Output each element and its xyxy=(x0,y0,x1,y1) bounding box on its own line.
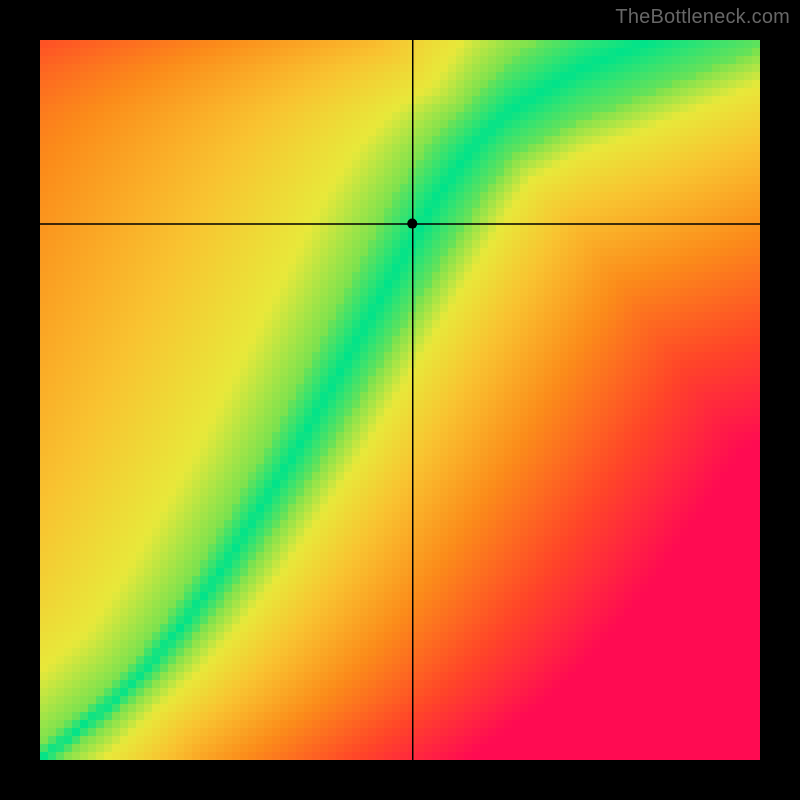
heatmap-canvas xyxy=(40,40,760,760)
chart-container: TheBottleneck.com xyxy=(0,0,800,800)
watermark-text: TheBottleneck.com xyxy=(615,6,790,29)
heatmap-plot xyxy=(40,40,760,760)
